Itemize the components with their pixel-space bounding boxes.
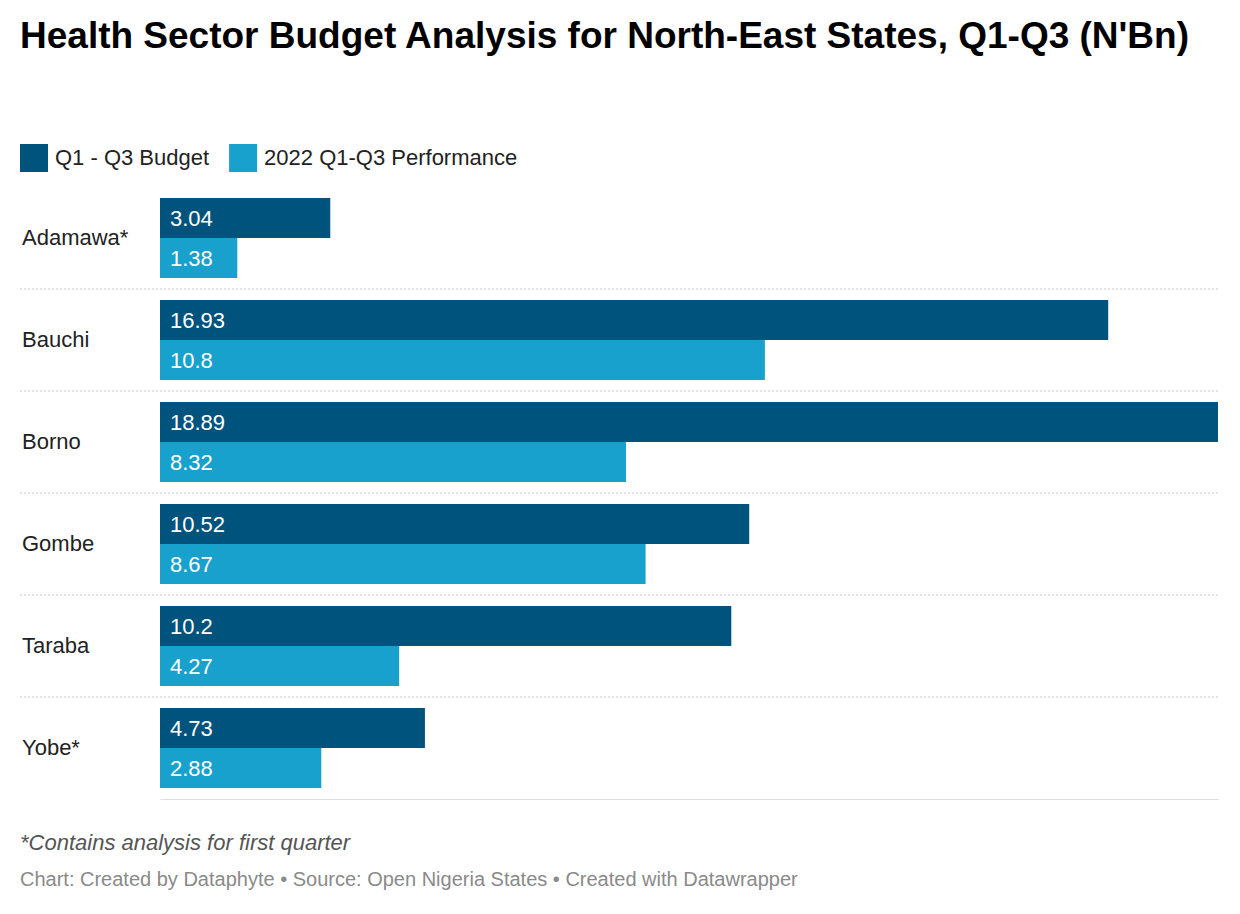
y-tick: Taraba — [22, 633, 90, 658]
y-tick-label: Yobe* — [22, 735, 80, 760]
y-tick: Bauchi — [22, 327, 89, 352]
bar — [160, 340, 765, 380]
row-separator — [20, 391, 1218, 392]
row-separator — [20, 595, 1218, 596]
bar — [160, 708, 425, 748]
bar — [160, 238, 237, 278]
legend-item: 2022 Q1-Q3 Performance — [229, 144, 517, 172]
bar — [160, 544, 646, 584]
legend-item: Q1 - Q3 Budget — [20, 144, 209, 172]
data-label: 3.04 — [170, 206, 213, 231]
row-separator — [20, 697, 1218, 698]
y-tick-label: Adamawa* — [22, 225, 129, 250]
data-label: 10.52 — [170, 512, 225, 537]
bar — [160, 442, 626, 482]
data-label: 2.88 — [170, 756, 213, 781]
y-tick-label: Taraba — [22, 633, 90, 658]
note: *Contains analysis for first quarter — [20, 830, 352, 855]
y-tick-label: Gombe — [22, 531, 94, 556]
data-label: 4.27 — [170, 654, 213, 679]
data-label: 8.67 — [170, 552, 213, 577]
data-label: 10.2 — [170, 614, 213, 639]
bar — [160, 300, 1108, 340]
data-label: 8.32 — [170, 450, 213, 475]
bar — [160, 606, 731, 646]
y-tick: Adamawa* — [22, 225, 129, 250]
row-separator — [20, 493, 1218, 494]
data-label: 4.73 — [170, 716, 213, 741]
x-axis — [161, 799, 1219, 800]
legend-swatch — [229, 144, 257, 172]
legend-label: Q1 - Q3 Budget — [55, 145, 209, 170]
legend: Q1 - Q3 Budget 2022 Q1-Q3 Performance — [20, 144, 517, 172]
data-label: 10.8 — [170, 348, 213, 373]
legend-swatch — [20, 144, 48, 172]
source: Chart: Created by Dataphyte • Source: Op… — [20, 868, 798, 890]
y-tick-label: Borno — [22, 429, 81, 454]
y-tick: Gombe — [22, 531, 94, 556]
data-label: 1.38 — [170, 246, 213, 271]
bar — [160, 402, 1218, 442]
row-separator — [20, 289, 1218, 290]
bars — [160, 198, 1218, 788]
title: Health Sector Budget Analysis for North-… — [20, 15, 1189, 56]
bar — [160, 504, 749, 544]
data-label: 18.89 — [170, 410, 225, 435]
y-tick: Borno — [22, 429, 81, 454]
data-label: 16.93 — [170, 308, 225, 333]
legend-label: 2022 Q1-Q3 Performance — [264, 145, 517, 170]
bar — [160, 748, 321, 788]
title-line: Health Sector Budget Analysis for North-… — [20, 15, 1189, 56]
data-labels: 3.04 16.93 18.89 10.52 10.2 4.73 1.38 10.8 8.32 8… — [170, 206, 225, 781]
bar — [160, 646, 399, 686]
y-axis: Adamawa* Bauchi Borno Gombe Taraba Yobe* — [22, 225, 129, 760]
chart: Health Sector Budget Analysis for North-… — [0, 0, 1240, 914]
x-axis-line — [161, 799, 1219, 800]
separators — [20, 289, 1218, 697]
y-tick: Yobe* — [22, 735, 80, 760]
y-tick-label: Bauchi — [22, 327, 89, 352]
bar — [160, 198, 330, 238]
